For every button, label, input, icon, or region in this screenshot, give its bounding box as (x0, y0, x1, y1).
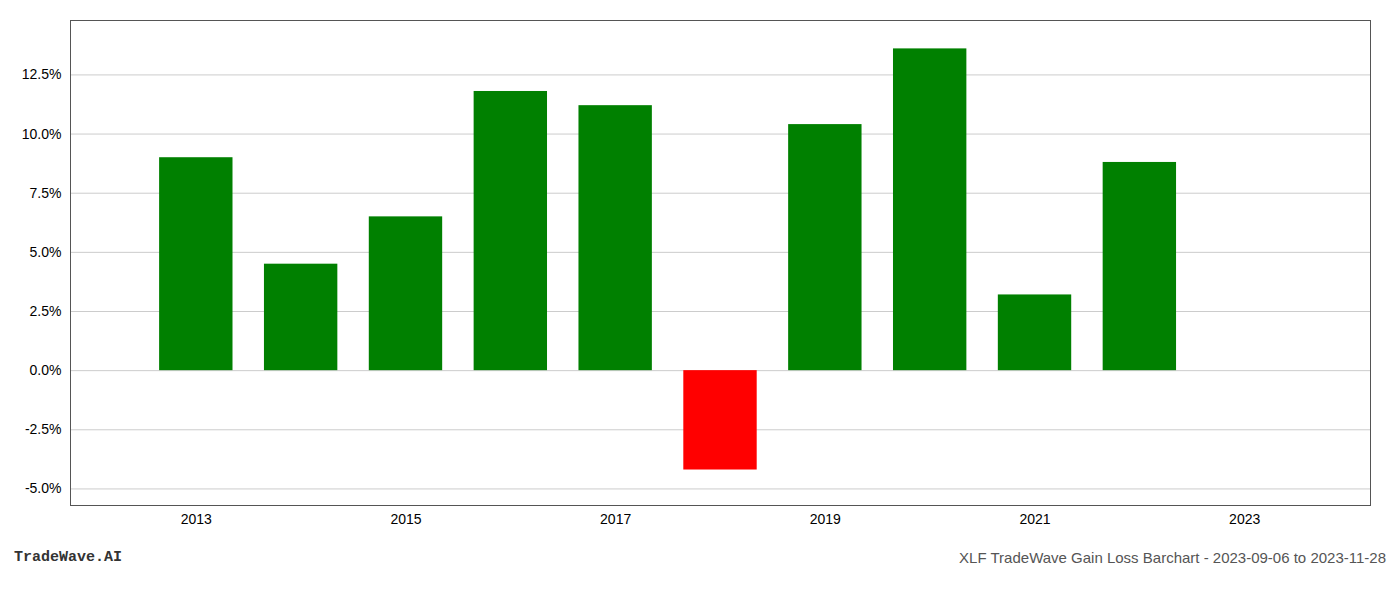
svg-text:0.0%: 0.0% (30, 362, 62, 378)
html-text:TradeWave.AI: TradeWave.AI (14, 549, 122, 566)
svg-text:2017: 2017 (600, 511, 631, 527)
svg-text:2013: 2013 (181, 511, 212, 527)
svg-text:7.5%: 7.5% (30, 185, 62, 201)
svg-text:2021: 2021 (1019, 511, 1050, 527)
svg-text:2.5%: 2.5% (30, 303, 62, 319)
svg-text:-2.5%: -2.5% (25, 421, 62, 437)
svg-text:2015: 2015 (390, 511, 421, 527)
svg-text:5.0%: 5.0% (30, 244, 62, 260)
svg-text:2023: 2023 (1229, 511, 1260, 527)
svg-text:10.0%: 10.0% (22, 126, 62, 142)
svg-text:2019: 2019 (810, 511, 841, 527)
html-text:XLF TradeWave Gain Loss Barcha: XLF TradeWave Gain Loss Barchart - 2023-… (959, 549, 1386, 566)
svg-text:12.5%: 12.5% (22, 66, 62, 82)
svg-text:-5.0%: -5.0% (25, 480, 62, 496)
